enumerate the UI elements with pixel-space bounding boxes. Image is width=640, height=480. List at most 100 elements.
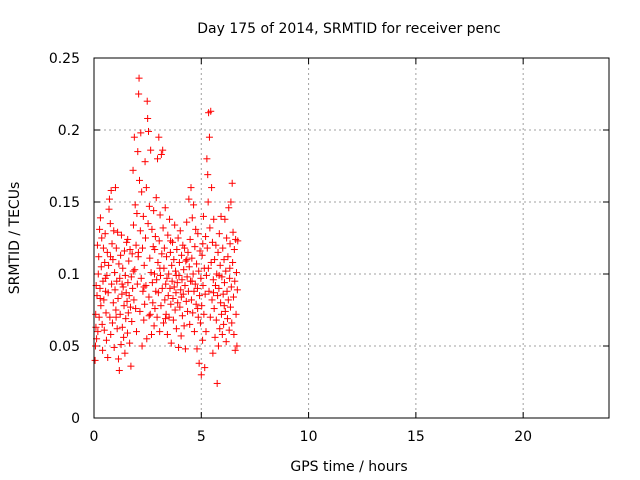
- data-point: [216, 261, 224, 269]
- data-point: [227, 198, 235, 206]
- data-point: [103, 248, 111, 256]
- data-point: [142, 234, 149, 242]
- data-point: [208, 296, 216, 304]
- data-point: [194, 313, 202, 321]
- data-point: [97, 302, 105, 310]
- x-tick-label: 10: [300, 429, 318, 445]
- data-point: [218, 330, 226, 338]
- data-point: [196, 292, 204, 300]
- data-point: [201, 364, 209, 372]
- data-point: [114, 355, 122, 363]
- data-point: [114, 294, 122, 302]
- data-point: [135, 74, 143, 82]
- data-point: [146, 254, 154, 262]
- data-point: [187, 184, 195, 192]
- data-point: [163, 330, 171, 338]
- data-point: [120, 247, 128, 255]
- data-point: [118, 280, 126, 288]
- data-point: [145, 293, 153, 301]
- data-point: [211, 256, 219, 264]
- data-point: [149, 243, 157, 251]
- data-point: [112, 244, 120, 252]
- data-point: [124, 279, 132, 287]
- y-tick-label: 0.1: [58, 267, 80, 283]
- data-point: [117, 231, 125, 239]
- data-point: [151, 305, 159, 313]
- data-point: [121, 271, 129, 279]
- data-point: [104, 289, 112, 297]
- data-point: [178, 312, 186, 320]
- data-point: [116, 274, 124, 282]
- data-point: [204, 264, 212, 272]
- data-point: [97, 263, 105, 271]
- x-tick-label: 5: [197, 429, 206, 445]
- data-point: [223, 234, 231, 242]
- data-point: [140, 261, 148, 269]
- data-point: [138, 244, 146, 252]
- data-point: [175, 343, 183, 351]
- data-point: [204, 171, 212, 179]
- data-point: [137, 129, 145, 137]
- x-tick-label: 0: [90, 429, 99, 445]
- data-point: [182, 297, 190, 305]
- data-point: [201, 290, 209, 298]
- data-point: [206, 313, 214, 321]
- data-point: [98, 320, 106, 328]
- data-point: [93, 241, 101, 249]
- data-point: [108, 280, 116, 288]
- data-point: [191, 280, 199, 288]
- data-point: [211, 282, 219, 290]
- data-point: [199, 240, 207, 248]
- data-point: [160, 244, 168, 252]
- data-point: [225, 326, 233, 334]
- data-point: [155, 237, 163, 245]
- data-point: [133, 210, 141, 218]
- x-tick-label: 20: [514, 429, 532, 445]
- data-point: [214, 248, 222, 256]
- data-point: [157, 150, 165, 158]
- data-point: [164, 231, 172, 239]
- data-point: [202, 233, 210, 241]
- data-point: [100, 296, 108, 304]
- data-point: [227, 283, 235, 291]
- data-point: [179, 241, 187, 249]
- data-point: [229, 258, 237, 266]
- data-point: [119, 283, 127, 291]
- data-point: [222, 267, 230, 275]
- data-point: [198, 302, 206, 310]
- data-point: [184, 307, 192, 315]
- data-point: [232, 269, 240, 277]
- data-point: [117, 251, 125, 259]
- data-point: [146, 310, 154, 318]
- data-point: [163, 253, 171, 261]
- data-point: [107, 186, 115, 194]
- data-point: [173, 279, 181, 287]
- data-point: [105, 195, 113, 203]
- data-point: [152, 194, 160, 202]
- y-tick-label: 0.25: [49, 51, 80, 67]
- x-tick-label: 15: [407, 429, 425, 445]
- data-point: [190, 328, 198, 336]
- data-point: [149, 299, 157, 307]
- data-point: [190, 287, 198, 295]
- data-point: [204, 198, 212, 206]
- data-point: [165, 270, 173, 278]
- data-point: [121, 349, 129, 357]
- data-point: [207, 107, 215, 115]
- data-point: [111, 286, 119, 294]
- data-point: [180, 322, 188, 330]
- data-point: [177, 286, 185, 294]
- data-point: [214, 342, 222, 350]
- data-point: [118, 323, 126, 331]
- data-point: [95, 313, 103, 321]
- data-point: [178, 276, 186, 284]
- data-point: [220, 320, 228, 328]
- data-point: [148, 330, 156, 338]
- data-point: [132, 241, 140, 249]
- data-point: [130, 133, 138, 141]
- data-point: [202, 328, 210, 336]
- data-point: [230, 246, 238, 254]
- data-point: [210, 215, 218, 223]
- data-point: [115, 366, 123, 374]
- data-point: [176, 227, 184, 235]
